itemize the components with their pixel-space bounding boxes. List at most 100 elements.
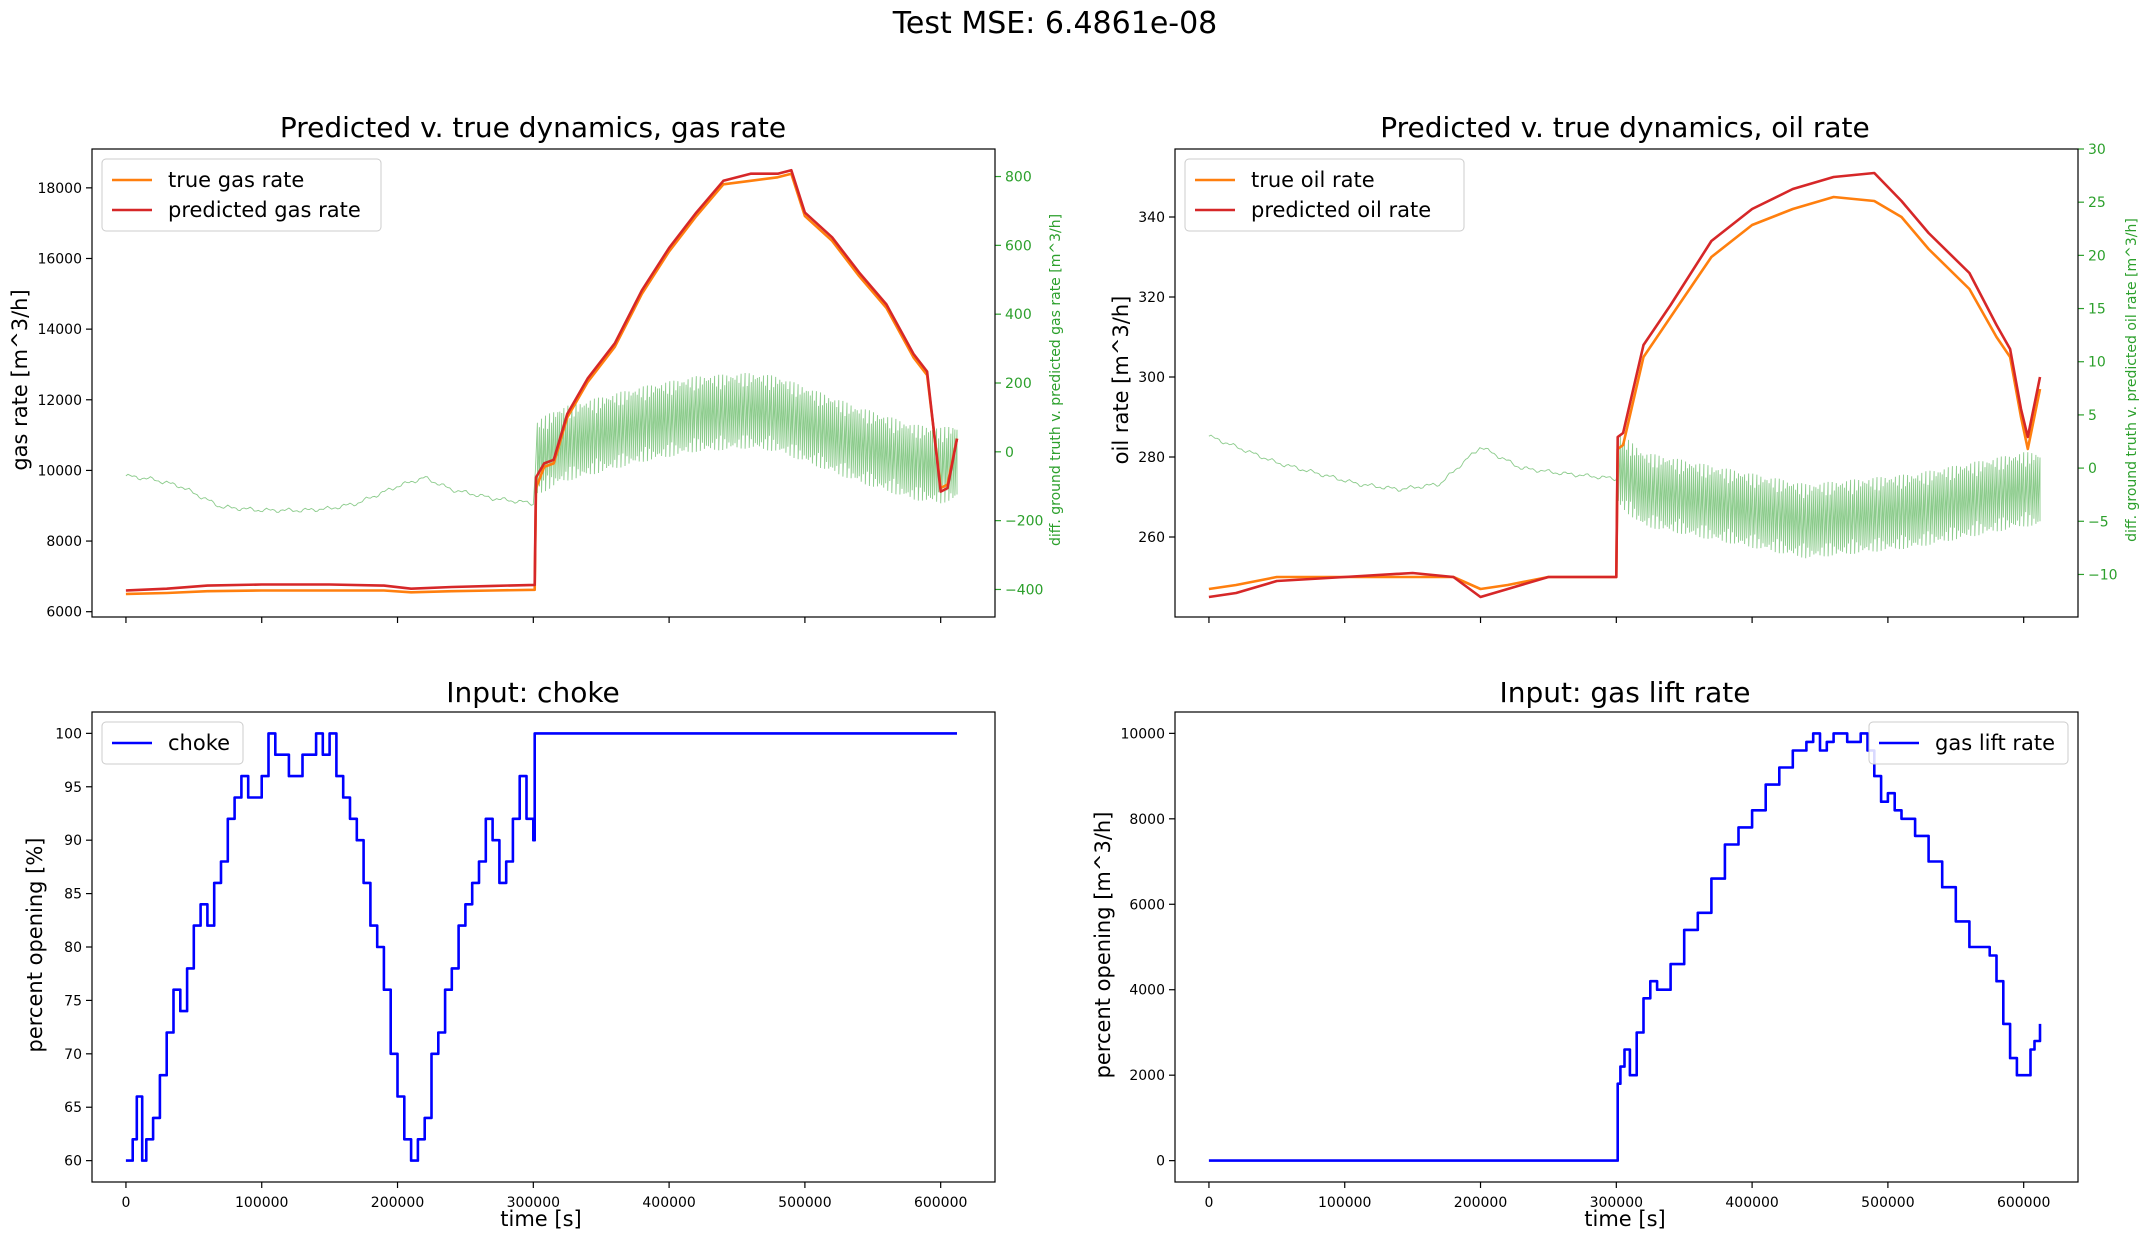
legend-box [101, 721, 244, 765]
chart-title: Predicted v. true dynamics, gas rate [280, 111, 786, 144]
legend-box [1868, 721, 2069, 765]
y2-tick-label: 600 [1005, 238, 1032, 254]
x-tick-label: 0 [121, 1195, 130, 1211]
plot-frame [1174, 148, 2079, 618]
chart-title: Input: gas lift rate [1500, 676, 1751, 709]
x-tick-label: 400000 [642, 1195, 695, 1211]
x-tick-label: 300000 [507, 1195, 560, 1211]
y-tick-label: 100 [55, 726, 82, 742]
plot-frame [91, 711, 996, 1183]
y-tick-label: 70 [64, 1047, 82, 1063]
y2-tick-label: 30 [2088, 142, 2106, 158]
y-axis-label: oil rate [m^3/h] [1109, 296, 1133, 465]
legend-label: predicted oil rate [1251, 198, 1431, 222]
y-tick-label: 340 [1138, 210, 1165, 226]
x-tick-label: 400000 [1725, 1195, 1778, 1211]
series-line-diff [125, 372, 958, 513]
y2-tick-label: −10 [2088, 567, 2118, 583]
legend-box [1184, 158, 1465, 232]
chart-oil-rate: Predicted v. true dynamics, oil rate oil… [1109, 111, 2140, 623]
chart-title: Predicted v. true dynamics, oil rate [1380, 111, 1869, 144]
y-tick-label: 280 [1138, 450, 1165, 466]
y-tick-label: 95 [64, 780, 82, 796]
y2-tick-label: 5 [2088, 408, 2097, 424]
series-line-input [1208, 732, 2042, 1162]
y-tick-label: 75 [64, 993, 82, 1009]
series-line-input [125, 732, 957, 1162]
x-axis-label: time [s] [1584, 1207, 1665, 1231]
plot-area [125, 168, 959, 596]
plot-area [1208, 171, 2042, 599]
legend-label: true oil rate [1251, 168, 1375, 192]
y-axis-label: percent opening [%] [23, 837, 47, 1052]
legend-label: choke [168, 731, 230, 755]
chart-input-choke: Input: choke percent opening [%] time [s… [23, 676, 996, 1231]
y-tick-label: 320 [1138, 290, 1165, 306]
plot-area [125, 732, 957, 1162]
y-tick-label: 60 [64, 1154, 82, 1170]
x-tick-label: 200000 [371, 1195, 424, 1211]
y-tick-label: 6000 [1129, 897, 1165, 913]
series-line-pred [125, 168, 959, 592]
y2-axis-label: diff. ground truth v. predicted gas rate… [1048, 214, 1064, 546]
series-line-pred [1208, 171, 2042, 599]
plot-frame [91, 148, 996, 618]
chart-input-gas-lift-rate: Input: gas lift rate percent opening [m^… [1091, 676, 2079, 1231]
y-tick-label: 8000 [1129, 812, 1165, 828]
y2-tick-label: 800 [1005, 170, 1032, 186]
y-tick-label: 10000 [37, 463, 82, 479]
x-tick-label: 100000 [1318, 1195, 1371, 1211]
x-tick-label: 200000 [1454, 1195, 1507, 1211]
y2-tick-label: 20 [2088, 248, 2106, 264]
series-line-diff [1208, 434, 2041, 559]
x-tick-label: 0 [1204, 1195, 1213, 1211]
y2-tick-label: 10 [2088, 355, 2106, 371]
plot-frame [1174, 711, 2079, 1183]
figure-suptitle: Test MSE: 6.4861e-08 [892, 6, 1218, 41]
y2-tick-label: 200 [1005, 376, 1032, 392]
y-tick-label: 65 [64, 1100, 82, 1116]
legend: choke [101, 721, 244, 765]
y-tick-label: 80 [64, 940, 82, 956]
y2-tick-label: −400 [1005, 582, 1043, 598]
y2-tick-label: 25 [2088, 195, 2106, 211]
x-tick-label: 500000 [1861, 1195, 1914, 1211]
y2-tick-label: −200 [1005, 514, 1043, 530]
x-tick-label: 100000 [235, 1195, 288, 1211]
x-tick-label: 500000 [778, 1195, 831, 1211]
legend: true gas rate predicted gas rate [101, 158, 382, 232]
legend: true oil rate predicted oil rate [1184, 158, 1465, 232]
y2-tick-label: −5 [2088, 514, 2109, 530]
y-tick-label: 6000 [46, 605, 82, 621]
x-tick-label: 600000 [914, 1195, 967, 1211]
x-axis-label: time [s] [500, 1207, 581, 1231]
legend-box [101, 158, 382, 232]
x-tick-label: 600000 [1997, 1195, 2050, 1211]
y-tick-label: 12000 [37, 393, 82, 409]
y-axis-label: gas rate [m^3/h] [8, 289, 32, 470]
y2-tick-label: 0 [2088, 461, 2097, 477]
y-tick-label: 260 [1138, 530, 1165, 546]
legend: gas lift rate [1868, 721, 2069, 765]
y-tick-label: 300 [1138, 370, 1165, 386]
series-line-true [125, 172, 959, 596]
y-tick-label: 90 [64, 833, 82, 849]
chart-gas-rate: Predicted v. true dynamics, gas rate gas… [8, 111, 1064, 623]
legend-label: true gas rate [168, 168, 304, 192]
y-tick-label: 8000 [46, 534, 82, 550]
y2-tick-label: 400 [1005, 307, 1032, 323]
series-line-true [1208, 195, 2042, 591]
y-tick-label: 18000 [37, 181, 82, 197]
y-tick-label: 85 [64, 887, 82, 903]
y2-axis-label: diff. ground truth v. predicted oil rate… [2124, 218, 2140, 542]
y-axis-label: percent opening [m^3/h] [1091, 812, 1115, 1079]
legend-label: gas lift rate [1935, 731, 2055, 755]
x-tick-label: 300000 [1590, 1195, 1643, 1211]
y-tick-label: 16000 [37, 251, 82, 267]
y2-tick-label: 15 [2088, 302, 2106, 318]
chart-title: Input: choke [446, 676, 620, 709]
y2-tick-label: 0 [1005, 445, 1014, 461]
y-tick-label: 10000 [1120, 726, 1165, 742]
plot-area [1208, 732, 2042, 1162]
